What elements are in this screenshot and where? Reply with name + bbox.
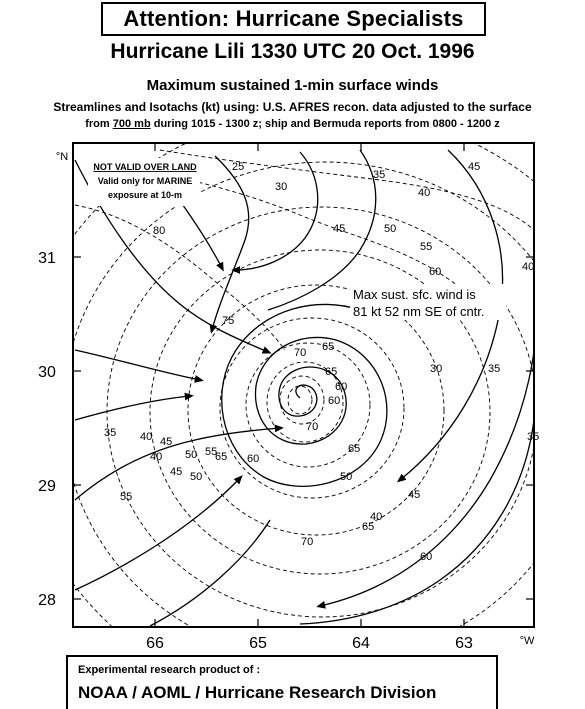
lon-unit-label: °W xyxy=(520,635,535,647)
description-rest: during 1015 - 1300 z; ship and Bermuda r… xyxy=(153,118,500,130)
plot-frame xyxy=(72,142,535,628)
footer-line-2: NOAA / AOML / Hurricane Research Divisio… xyxy=(78,683,437,702)
isotach-label: 50 xyxy=(384,223,396,235)
isotach-label: 65 xyxy=(325,366,337,378)
isotach-label: 70 xyxy=(301,536,313,548)
isotach-label: 50 xyxy=(185,449,197,461)
isotach-label: 40 xyxy=(418,187,430,199)
isotach-label: 30 xyxy=(430,363,442,375)
isotach-label: 70 xyxy=(294,347,306,359)
isotach-label: 45 xyxy=(408,489,420,501)
isotach-label: 40 xyxy=(522,261,534,273)
isotach-label: 65 xyxy=(348,443,360,455)
isotach-label: 30 xyxy=(275,181,287,193)
isotach-label: 50 xyxy=(190,471,202,483)
footer-box: Experimental research product of : NOAA … xyxy=(66,655,498,709)
lat-tick-30: 30 xyxy=(38,364,56,381)
isotach-label: 45 xyxy=(170,466,182,478)
warning-line-3: exposure at 10-m xyxy=(108,190,182,200)
description-line-2: from 700 mb during 1015 - 1300 z; ship a… xyxy=(0,118,585,130)
isotach-label: 45 xyxy=(333,223,345,235)
isotach-label: 35 xyxy=(373,169,385,181)
isotach-label: 60 xyxy=(429,266,441,278)
isotach-label: 60 xyxy=(328,395,340,407)
chart-heading: Maximum sustained 1-min surface winds xyxy=(146,77,439,94)
axis-ticks xyxy=(73,143,534,627)
isotach-label: 60 xyxy=(247,453,259,465)
isotach-label: 70 xyxy=(306,421,318,433)
isotach-lines xyxy=(73,143,534,627)
isotach-label: 55 xyxy=(420,241,432,253)
isotach-label: 45 xyxy=(160,436,172,448)
isotach-label: 40 xyxy=(150,451,162,463)
isotach-label: 40 xyxy=(140,431,152,443)
streamlines xyxy=(74,149,534,627)
isotach-label: 80 xyxy=(153,225,165,237)
max-wind-line-1: Max sust. sfc. wind is xyxy=(353,287,476,302)
isotach-label: 40 xyxy=(370,511,382,523)
isotach-label: 35 xyxy=(488,363,500,375)
lat-unit-label: °N xyxy=(56,151,68,163)
warning-line-2: Valid only for MARINE xyxy=(98,176,193,186)
isotach-label: 60 xyxy=(420,551,432,563)
lat-tick-29: 29 xyxy=(38,478,56,495)
isotach-label: 65 xyxy=(215,451,227,463)
description-level: 700 mb xyxy=(112,118,151,130)
attention-title-box: Attention: Hurricane Specialists xyxy=(101,2,486,36)
footer-line-1: Experimental research product of : xyxy=(78,664,261,676)
description-from: from xyxy=(85,118,110,130)
lat-tick-28: 28 xyxy=(38,592,56,609)
warning-line-1: NOT VALID OVER LAND xyxy=(93,162,197,172)
max-wind-line-2: 81 kt 52 nm SE of cntr. xyxy=(353,304,485,319)
storm-title: Hurricane Lili 1330 UTC 20 Oct. 1996 xyxy=(110,40,475,63)
lon-tick-65: 65 xyxy=(249,635,267,652)
isotach-label: 65 xyxy=(362,521,374,533)
isotach-label: 45 xyxy=(468,161,480,173)
isotach-label: 75 xyxy=(222,315,234,327)
isotach-label: 60 xyxy=(335,381,347,393)
isotach-label: 55 xyxy=(205,446,217,458)
isotach-label: 35 xyxy=(104,427,116,439)
isotach-label: 55 xyxy=(120,491,132,503)
isotach-label: 35 xyxy=(527,431,539,443)
lat-tick-31: 31 xyxy=(38,250,56,267)
isotach-label: 25 xyxy=(232,161,244,173)
isotach-label: 65 xyxy=(322,341,334,353)
description-line-1: Streamlines and Isotachs (kt) using: U.S… xyxy=(53,100,532,114)
attention-title: Attention: Hurricane Specialists xyxy=(123,6,464,31)
isotach-label: 50 xyxy=(340,471,352,483)
lon-tick-66: 66 xyxy=(146,635,164,652)
lon-tick-64: 64 xyxy=(352,635,370,652)
lon-tick-63: 63 xyxy=(455,635,473,652)
